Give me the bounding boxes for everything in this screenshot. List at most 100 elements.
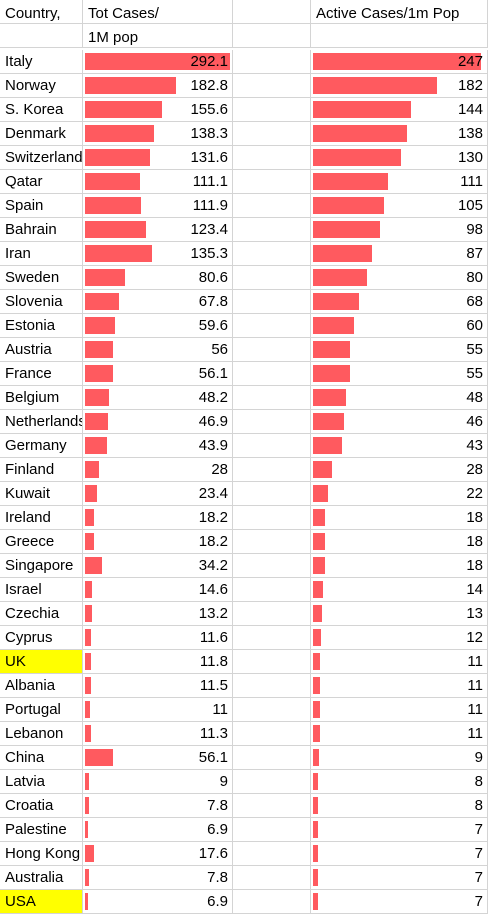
country-cell[interactable]: Norway [0, 74, 83, 98]
country-cell[interactable]: Palestine [0, 818, 83, 842]
empty-cell[interactable] [233, 146, 311, 170]
active-cases-cell[interactable]: 144 [311, 98, 488, 122]
active-cases-cell[interactable]: 7 [311, 866, 488, 890]
country-cell[interactable]: Germany [0, 434, 83, 458]
empty-cell[interactable] [233, 746, 311, 770]
country-cell[interactable]: Denmark [0, 122, 83, 146]
total-cases-cell[interactable]: 80.6 [83, 266, 233, 290]
total-cases-cell[interactable]: 6.9 [83, 818, 233, 842]
empty-cell[interactable] [233, 266, 311, 290]
country-cell[interactable]: Lebanon [0, 722, 83, 746]
active-cases-cell[interactable]: 182 [311, 74, 488, 98]
empty-cell[interactable] [233, 578, 311, 602]
empty-cell[interactable] [233, 698, 311, 722]
empty-cell[interactable] [233, 866, 311, 890]
total-cases-cell[interactable]: 48.2 [83, 386, 233, 410]
total-cases-cell[interactable]: 155.6 [83, 98, 233, 122]
empty-cell[interactable] [233, 74, 311, 98]
country-cell[interactable]: Netherlands [0, 410, 83, 434]
total-cases-cell[interactable]: 182.8 [83, 74, 233, 98]
header2-cell-country[interactable] [0, 24, 83, 48]
total-cases-cell[interactable]: 17.6 [83, 842, 233, 866]
total-cases-cell[interactable]: 292.1 [83, 50, 233, 74]
active-cases-cell[interactable]: 28 [311, 458, 488, 482]
total-cases-cell[interactable]: 18.2 [83, 530, 233, 554]
header2-cell-total[interactable]: 1M pop [83, 24, 233, 48]
active-cases-cell[interactable]: 8 [311, 794, 488, 818]
active-cases-cell[interactable]: 98 [311, 218, 488, 242]
active-cases-cell[interactable]: 22 [311, 482, 488, 506]
total-cases-cell[interactable]: 56 [83, 338, 233, 362]
empty-cell[interactable] [233, 122, 311, 146]
empty-cell[interactable] [233, 530, 311, 554]
empty-cell[interactable] [233, 794, 311, 818]
empty-cell[interactable] [233, 386, 311, 410]
country-cell[interactable]: Italy [0, 50, 83, 74]
empty-cell[interactable] [233, 50, 311, 74]
empty-cell[interactable] [233, 242, 311, 266]
header2-cell-active[interactable] [311, 24, 488, 48]
empty-cell[interactable] [233, 338, 311, 362]
header-cell-empty[interactable] [233, 0, 311, 24]
country-cell[interactable]: Sweden [0, 266, 83, 290]
total-cases-cell[interactable]: 9 [83, 770, 233, 794]
total-cases-cell[interactable]: 111.1 [83, 170, 233, 194]
total-cases-cell[interactable]: 67.8 [83, 290, 233, 314]
country-cell[interactable]: Latvia [0, 770, 83, 794]
active-cases-cell[interactable]: 130 [311, 146, 488, 170]
country-cell[interactable]: Croatia [0, 794, 83, 818]
active-cases-cell[interactable]: 105 [311, 194, 488, 218]
active-cases-cell[interactable]: 18 [311, 506, 488, 530]
country-cell[interactable]: USA [0, 890, 83, 914]
country-cell[interactable]: Estonia [0, 314, 83, 338]
active-cases-cell[interactable]: 55 [311, 362, 488, 386]
country-cell[interactable]: Hong Kong [0, 842, 83, 866]
total-cases-cell[interactable]: 23.4 [83, 482, 233, 506]
empty-cell[interactable] [233, 410, 311, 434]
active-cases-cell[interactable]: 7 [311, 890, 488, 914]
total-cases-cell[interactable]: 123.4 [83, 218, 233, 242]
empty-cell[interactable] [233, 602, 311, 626]
active-cases-cell[interactable]: 138 [311, 122, 488, 146]
country-cell[interactable]: China [0, 746, 83, 770]
empty-cell[interactable] [233, 458, 311, 482]
header2-cell-empty[interactable] [233, 24, 311, 48]
total-cases-cell[interactable]: 11.8 [83, 650, 233, 674]
total-cases-cell[interactable]: 11.5 [83, 674, 233, 698]
active-cases-cell[interactable]: 48 [311, 386, 488, 410]
total-cases-cell[interactable]: 34.2 [83, 554, 233, 578]
total-cases-cell[interactable]: 14.6 [83, 578, 233, 602]
total-cases-cell[interactable]: 43.9 [83, 434, 233, 458]
total-cases-cell[interactable]: 56.1 [83, 746, 233, 770]
country-cell[interactable]: Greece [0, 530, 83, 554]
active-cases-cell[interactable]: 60 [311, 314, 488, 338]
country-cell[interactable]: Switzerland [0, 146, 83, 170]
header-cell-active[interactable]: Active Cases/1m Pop [311, 0, 488, 24]
total-cases-cell[interactable]: 7.8 [83, 866, 233, 890]
active-cases-cell[interactable]: 9 [311, 746, 488, 770]
empty-cell[interactable] [233, 842, 311, 866]
empty-cell[interactable] [233, 98, 311, 122]
active-cases-cell[interactable]: 68 [311, 290, 488, 314]
total-cases-cell[interactable]: 46.9 [83, 410, 233, 434]
empty-cell[interactable] [233, 482, 311, 506]
empty-cell[interactable] [233, 194, 311, 218]
country-cell[interactable]: Cyprus [0, 626, 83, 650]
active-cases-cell[interactable]: 14 [311, 578, 488, 602]
active-cases-cell[interactable]: 111 [311, 170, 488, 194]
empty-cell[interactable] [233, 770, 311, 794]
country-cell[interactable]: Israel [0, 578, 83, 602]
total-cases-cell[interactable]: 135.3 [83, 242, 233, 266]
active-cases-cell[interactable]: 11 [311, 674, 488, 698]
active-cases-cell[interactable]: 12 [311, 626, 488, 650]
empty-cell[interactable] [233, 818, 311, 842]
total-cases-cell[interactable]: 18.2 [83, 506, 233, 530]
active-cases-cell[interactable]: 18 [311, 530, 488, 554]
active-cases-cell[interactable]: 8 [311, 770, 488, 794]
country-cell[interactable]: Portugal [0, 698, 83, 722]
country-cell[interactable]: Czechia [0, 602, 83, 626]
country-cell[interactable]: Slovenia [0, 290, 83, 314]
active-cases-cell[interactable]: 13 [311, 602, 488, 626]
active-cases-cell[interactable]: 43 [311, 434, 488, 458]
empty-cell[interactable] [233, 170, 311, 194]
